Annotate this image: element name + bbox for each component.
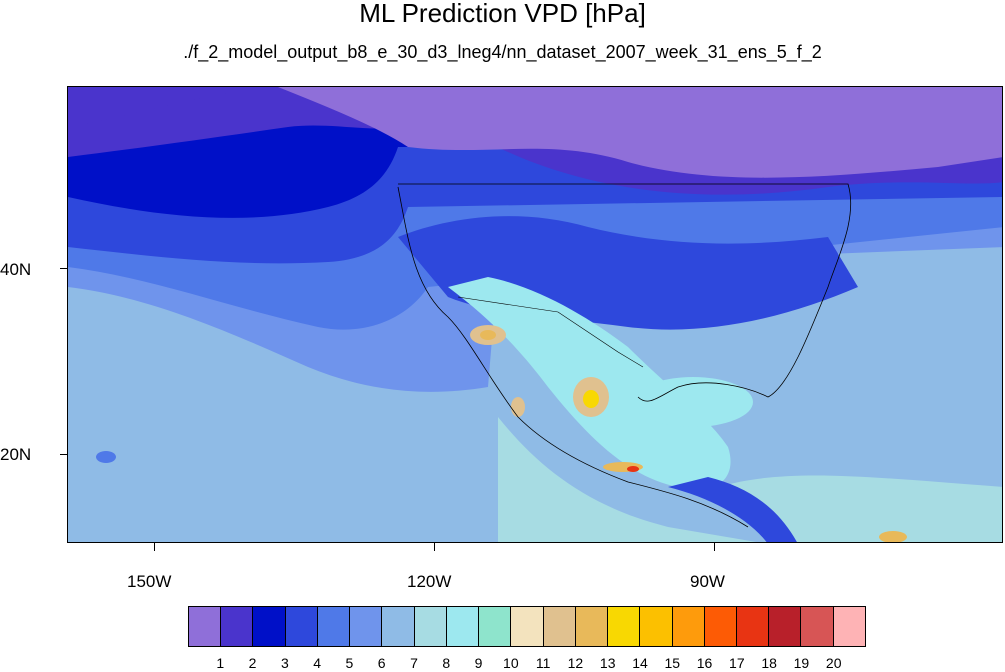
colorbar-swatch [801, 607, 834, 646]
vpd-map [67, 86, 1003, 543]
colorbar-swatch [640, 607, 673, 646]
lon-tick-120w [434, 543, 435, 551]
colorbar-swatch [253, 607, 286, 646]
hotspot-baja [511, 397, 525, 417]
colorbar-label: 6 [377, 655, 386, 671]
colorbar-swatch [382, 607, 415, 646]
us-mexico-border [457, 296, 644, 368]
hotspot-chihuahua-inner [583, 390, 599, 408]
colorbar [188, 606, 866, 647]
hotspot-balsas-core [627, 466, 639, 472]
colorbar-label: 10 [503, 655, 519, 671]
plot-title: ML Prediction VPD [hPa] [359, 0, 646, 28]
field-cyan-southeast [718, 475, 1002, 542]
colorbar-swatch [608, 607, 641, 646]
plot-subtitle: ./f_2_model_output_b8_e_30_d3_lneg4/nn_d… [183, 42, 822, 62]
field-central-america [668, 477, 797, 542]
hotspot-sonora-inner [480, 330, 496, 340]
lat-label-20n: 20N [0, 445, 32, 464]
lon-tick-150w [154, 543, 155, 551]
colorbar-swatch [704, 607, 737, 646]
colorbar-label: 9 [474, 655, 483, 671]
colorbar-swatch [672, 607, 705, 646]
colorbar-label: 11 [535, 655, 551, 671]
colorbar-label: 5 [345, 655, 354, 671]
vpd-map-canvas [68, 87, 1002, 542]
colorbar-label: 20 [825, 655, 842, 671]
colorbar-label: 17 [729, 655, 745, 671]
coastline-pacific [397, 186, 749, 528]
colorbar-label: 15 [664, 655, 681, 671]
colorbar-swatch [350, 607, 383, 646]
hotspot-colombia [879, 531, 907, 542]
colorbar-swatch [511, 607, 544, 646]
colorbar-swatch [317, 607, 351, 646]
lon-label-150w: 150W [127, 572, 172, 591]
colorbar-swatch [479, 607, 512, 646]
lon-label-120w: 120W [407, 572, 452, 591]
colorbar-label: 1 [216, 655, 225, 671]
colorbar-label: 8 [442, 655, 451, 671]
lon-tick-90w [714, 543, 715, 551]
colorbar-label: 3 [280, 655, 289, 671]
lat-tick-40n [60, 268, 67, 269]
colorbar-swatch [285, 607, 318, 646]
colorbar-swatch [736, 607, 770, 646]
field-band-2-west [68, 87, 268, 127]
colorbar-swatch [446, 607, 480, 646]
lat-tick-20n [60, 454, 67, 455]
colorbar-swatch [833, 607, 865, 646]
colorbar-swatch [543, 607, 576, 646]
colorbar-swatch [575, 607, 609, 646]
colorbar-swatch [189, 607, 222, 646]
colorbar-label: 12 [567, 655, 584, 671]
colorbar-label: 2 [248, 655, 257, 671]
colorbar-label: 7 [410, 655, 418, 671]
colorbar-swatch [769, 607, 802, 646]
colorbar-label: 18 [761, 655, 777, 671]
colorbar-label: 14 [632, 655, 648, 671]
colorbar-label: 16 [696, 655, 713, 671]
hawaii [96, 451, 116, 463]
field-band-1 [278, 87, 1002, 178]
lat-label-40n: 40N [0, 260, 32, 279]
colorbar-swatch [414, 607, 447, 646]
colorbar-swatch [221, 607, 254, 646]
colorbar-label: 4 [313, 655, 322, 671]
field-cyan-south [498, 417, 757, 542]
colorbar-label: 19 [793, 655, 810, 671]
coastline-atlantic-gulf [398, 183, 852, 402]
lon-label-90w: 90W [690, 572, 725, 591]
field-gulf [633, 377, 753, 427]
colorbar-label: 13 [599, 655, 616, 671]
